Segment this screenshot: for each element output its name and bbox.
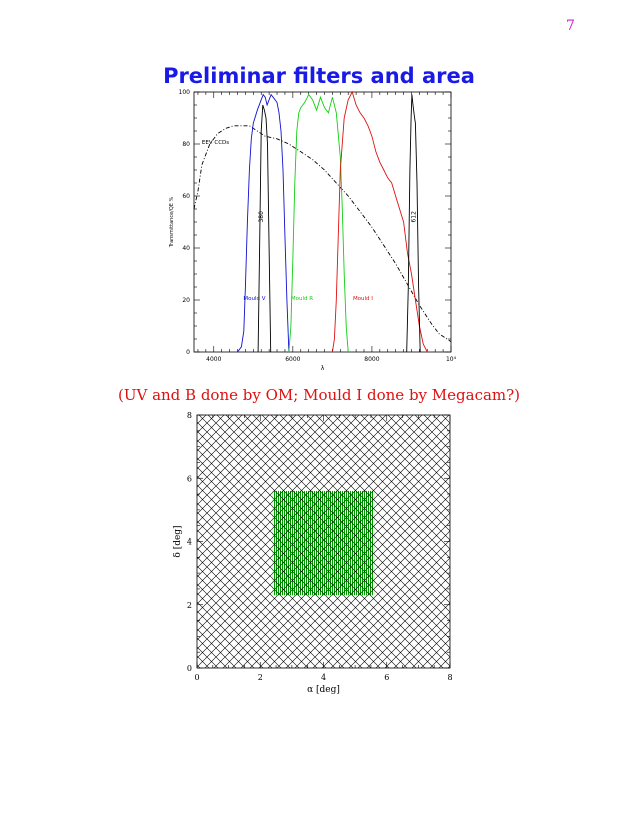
area-y-tick-label: 2	[187, 601, 192, 610]
x-tick-label: 8000	[364, 356, 379, 363]
y-axis-label: Transmittance/QE %	[169, 196, 175, 248]
y-tick-label: 60	[182, 193, 190, 200]
area-y-tick-label: 0	[187, 664, 192, 673]
area-x-tick-label: 6	[384, 673, 389, 682]
page-subtitle: (UV and B done by OM; Mould I done by Me…	[117, 386, 521, 404]
series-line-612	[406, 94, 421, 353]
y-tick-label: 20	[182, 297, 190, 304]
annotation-mould-v: Mould V	[243, 296, 265, 302]
area-x-axis-label: α [deg]	[307, 685, 340, 695]
x-tick-label: 10⁴	[446, 356, 457, 363]
area-y-tick-label: 4	[187, 538, 192, 547]
annotation-612: 612	[410, 211, 417, 223]
y-tick-label: 40	[182, 245, 190, 252]
annotation-eev-ccds: EEV CCDs	[202, 140, 229, 146]
area-x-tick-label: 2	[258, 673, 263, 682]
area-y-tick-label: 6	[187, 474, 192, 483]
annotation-mould-r: Mould R	[291, 296, 313, 302]
region-inner-hatch	[272, 490, 375, 596]
series-line-mould-v	[237, 93, 290, 353]
y-tick-label: 0	[186, 349, 190, 356]
area-x-tick-label: 8	[447, 673, 452, 682]
annotation-380: 380	[258, 211, 265, 223]
page-title: Preliminar filters and area	[163, 64, 475, 88]
x-tick-label: 4000	[206, 356, 221, 363]
page-number: 7	[566, 18, 575, 34]
y-tick-label: 100	[179, 89, 191, 96]
series-line-eev-ccds	[193, 125, 452, 342]
area-y-axis-label: δ [deg]	[173, 525, 183, 557]
series-line-mould-i	[331, 90, 428, 353]
annotation-mould-i: Mould I	[353, 296, 373, 302]
x-tick-label: 6000	[285, 356, 300, 363]
area-x-tick-label: 0	[194, 673, 199, 682]
series-line-380	[257, 104, 272, 353]
area-x-tick-label: 4	[321, 673, 326, 682]
x-axis-label: λ	[321, 365, 325, 372]
series-line-mould-r	[288, 93, 349, 353]
y-tick-label: 80	[182, 141, 190, 148]
area-y-tick-label: 8	[187, 411, 192, 420]
